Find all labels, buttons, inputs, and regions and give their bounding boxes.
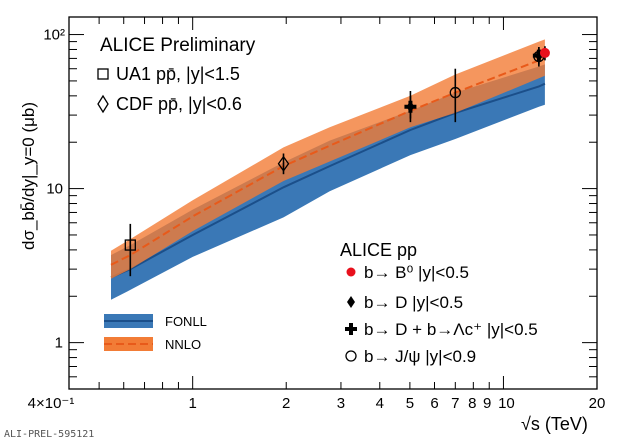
plot-frame: [68, 16, 598, 390]
x-tick-label: 4: [376, 395, 384, 412]
x-tick-label: 5: [406, 395, 414, 412]
legend-marker-open-circle: [345, 350, 357, 362]
legend-marker-filled-cross: [345, 323, 357, 335]
y-tick-label: 1: [55, 335, 63, 352]
legend-bands: FONLL NNLO: [104, 314, 207, 352]
x-tick-label: 20: [589, 395, 606, 412]
x-tick-label: 1: [188, 395, 196, 412]
band-fonll: [111, 64, 545, 300]
data-points: [124, 46, 550, 277]
y-tick-label: 10: [46, 181, 63, 198]
legend-marker-open-square: [97, 68, 109, 80]
preliminary-label: ALICE Preliminary: [100, 35, 256, 56]
figure-id: ALI-PREL-595121: [4, 429, 95, 440]
legend-label-d: b→ D |y|<0.5: [364, 293, 463, 312]
y-tick-label: 10²: [43, 27, 65, 44]
x-tick-label: 6: [430, 395, 438, 412]
band-central-fonll: [110, 82, 546, 279]
y-axis-label: dσ_bb̄/dy|_y=0 (μb): [19, 102, 38, 250]
legend-label-fonll: FONLL: [165, 314, 207, 329]
data-point-open-circle: [449, 68, 461, 123]
legend-marker-filled-circle: [346, 267, 356, 277]
legend-marker-open-diamond: [97, 94, 109, 114]
legend-label-b0: b→ B⁰ |y|<0.5: [364, 263, 469, 282]
theory-bands: [110, 39, 546, 300]
legend-left: UA1 pp̄, |y|<1.5 CDF pp̄, |y|<0.6: [97, 64, 242, 114]
legend-right: ALICE pp b→ B⁰ |y|<0.5 b→ D |y|<0.5 b→ D…: [340, 240, 538, 366]
marker-filled-cross: [404, 100, 417, 113]
data-point-open-square: [124, 223, 136, 277]
data-point-open-diamond: [277, 153, 290, 175]
x-tick-label: 4×10⁻¹: [28, 395, 75, 412]
x-tick-label: 9: [483, 395, 491, 412]
legend-label-cdf: CDF pp̄, |y|<0.6: [116, 94, 242, 114]
marker-open-square: [124, 239, 136, 251]
legend-label-ua1: UA1 pp̄, |y|<1.5: [116, 64, 240, 84]
band-central-nnlo: [110, 57, 546, 266]
x-tick-label: 2: [282, 395, 290, 412]
x-tick-label: 10: [498, 395, 515, 412]
x-tick-label: 8: [468, 395, 476, 412]
marker-filled-circle: [539, 47, 550, 58]
legend-label-jpsi: b→ J/ψ |y|<0.9: [364, 347, 476, 366]
marker-open-diamond: [277, 155, 290, 172]
legend-label-d-lambdac: b→ D + b→Λc⁺ |y|<0.5: [364, 320, 538, 339]
legend-label-nnlo: NNLO: [165, 337, 201, 352]
x-tick-label: 7: [451, 395, 459, 412]
legend-marker-filled-diamond: [347, 296, 355, 308]
marker-open-circle: [449, 86, 461, 99]
data-point-filled-circle: [539, 46, 550, 61]
x-axis-label: √s (TeV): [521, 414, 588, 434]
legend-title-alice-pp: ALICE pp: [340, 240, 417, 260]
axis-ticks: 4×10⁻¹ 1 2 3 4 5 6 7 8 9 10 20 1 10 10²: [28, 17, 606, 412]
x-tick-label: 3: [337, 395, 345, 412]
data-point-filled-cross: [404, 95, 417, 119]
